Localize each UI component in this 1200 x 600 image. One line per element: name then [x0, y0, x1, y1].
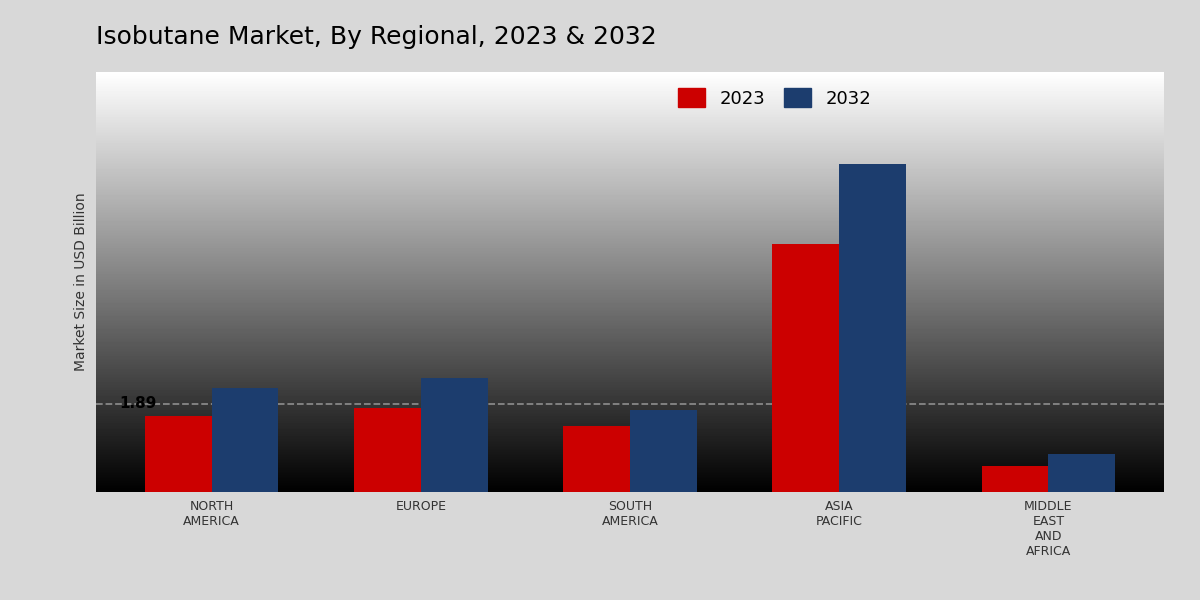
Y-axis label: Market Size in USD Billion: Market Size in USD Billion [73, 193, 88, 371]
Bar [630, 410, 697, 492]
Bar [563, 426, 630, 492]
Bar [1049, 454, 1116, 492]
Bar [839, 164, 906, 492]
Bar [773, 244, 839, 492]
Text: Isobutane Market, By Regional, 2023 & 2032: Isobutane Market, By Regional, 2023 & 20… [96, 25, 656, 49]
Bar [211, 388, 278, 492]
Bar [354, 408, 421, 492]
Bar [982, 466, 1049, 492]
Text: 1.89: 1.89 [120, 395, 157, 410]
Legend: 2023, 2032: 2023, 2032 [671, 81, 878, 115]
Bar [144, 416, 211, 492]
Bar [421, 378, 487, 492]
